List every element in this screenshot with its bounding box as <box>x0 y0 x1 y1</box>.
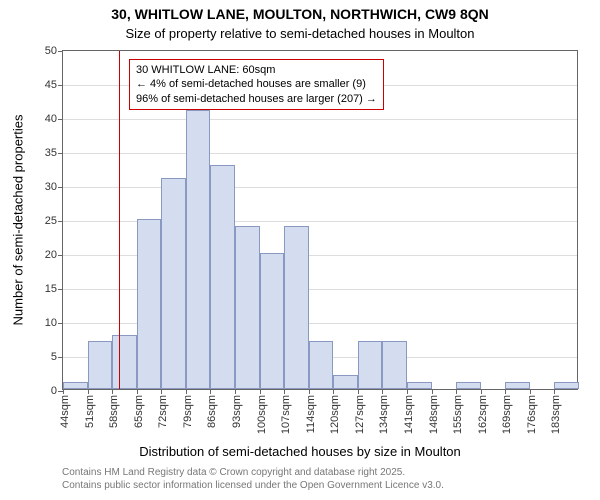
callout-line-0: 30 WHITLOW LANE: 60sqm <box>136 63 377 77</box>
x-tick-mark <box>210 389 211 394</box>
x-tick-label: 169sqm <box>501 395 513 434</box>
x-tick-mark <box>284 389 285 394</box>
histogram-bar <box>260 253 285 389</box>
histogram-bar <box>505 382 530 389</box>
histogram-bar <box>456 382 481 389</box>
histogram-bar <box>407 382 432 389</box>
x-tick-mark <box>235 389 236 394</box>
histogram-bar <box>137 219 162 389</box>
x-tick-label: 134sqm <box>378 395 390 434</box>
x-tick-label: 176sqm <box>526 395 538 434</box>
x-tick-label: 148sqm <box>428 395 440 434</box>
x-tick-label: 155sqm <box>452 395 464 434</box>
y-tick-label: 30 <box>45 181 63 193</box>
x-tick-mark <box>382 389 383 394</box>
y-tick-label: 20 <box>45 249 63 261</box>
histogram-bar <box>112 335 137 389</box>
histogram-bar <box>186 110 211 389</box>
x-tick-mark <box>407 389 408 394</box>
y-axis-label: Number of semi-detached properties <box>11 115 26 326</box>
y-tick-label: 15 <box>45 283 63 295</box>
histogram-bar <box>161 178 186 389</box>
histogram-bar <box>284 226 309 389</box>
x-tick-label: 162sqm <box>477 395 489 434</box>
x-tick-label: 127sqm <box>354 395 366 434</box>
x-tick-label: 44sqm <box>59 395 71 428</box>
x-tick-mark <box>505 389 506 394</box>
plot-area: 0510152025303540455044sqm51sqm58sqm65sqm… <box>62 50 578 390</box>
histogram-bar <box>88 341 113 389</box>
x-tick-label: 100sqm <box>256 395 268 434</box>
histogram-bar <box>554 382 579 389</box>
x-tick-mark <box>554 389 555 394</box>
x-tick-label: 51sqm <box>84 395 96 428</box>
y-tick-label: 25 <box>45 215 63 227</box>
x-tick-label: 107sqm <box>280 395 292 434</box>
x-tick-mark <box>186 389 187 394</box>
callout-line-1: ← 4% of semi-detached houses are smaller… <box>136 77 377 91</box>
x-tick-mark <box>530 389 531 394</box>
histogram-bar <box>358 341 383 389</box>
y-tick-label: 5 <box>51 351 63 363</box>
attribution-text: Contains HM Land Registry data © Crown c… <box>62 466 444 492</box>
x-tick-label: 141sqm <box>403 395 415 434</box>
x-tick-label: 86sqm <box>206 395 218 428</box>
x-tick-label: 114sqm <box>305 395 317 433</box>
x-tick-mark <box>309 389 310 394</box>
histogram-bar <box>210 165 235 389</box>
x-tick-mark <box>137 389 138 394</box>
x-tick-mark <box>260 389 261 394</box>
callout-line-2: 96% of semi-detached houses are larger (… <box>136 92 377 106</box>
y-tick-label: 45 <box>45 79 63 91</box>
x-tick-label: 72sqm <box>157 395 169 428</box>
chart-subtitle: Size of property relative to semi-detach… <box>0 26 600 41</box>
histogram-bar <box>63 382 88 389</box>
x-tick-mark <box>456 389 457 394</box>
y-gridline <box>63 119 577 120</box>
x-tick-label: 58sqm <box>108 395 120 428</box>
x-axis-label: Distribution of semi-detached houses by … <box>0 444 600 459</box>
y-tick-label: 50 <box>45 45 63 57</box>
x-tick-mark <box>481 389 482 394</box>
y-gridline <box>63 187 577 188</box>
histogram-bar <box>309 341 334 389</box>
attribution-line2: Contains public sector information licen… <box>62 479 444 492</box>
reference-callout: 30 WHITLOW LANE: 60sqm← 4% of semi-detac… <box>129 59 384 110</box>
x-tick-mark <box>112 389 113 394</box>
x-tick-mark <box>432 389 433 394</box>
x-tick-mark <box>63 389 64 394</box>
y-tick-label: 40 <box>45 113 63 125</box>
y-tick-label: 10 <box>45 317 63 329</box>
histogram-bar <box>382 341 407 389</box>
x-tick-label: 183sqm <box>550 395 562 434</box>
x-tick-label: 120sqm <box>329 395 341 434</box>
histogram-chart: 30, WHITLOW LANE, MOULTON, NORTHWICH, CW… <box>0 0 600 500</box>
x-tick-label: 65sqm <box>133 395 145 428</box>
x-tick-mark <box>88 389 89 394</box>
x-tick-mark <box>333 389 334 394</box>
reference-line <box>119 51 120 389</box>
y-gridline <box>63 153 577 154</box>
x-tick-mark <box>161 389 162 394</box>
x-tick-label: 79sqm <box>182 395 194 428</box>
chart-title: 30, WHITLOW LANE, MOULTON, NORTHWICH, CW… <box>0 6 600 22</box>
x-tick-label: 93sqm <box>231 395 243 428</box>
y-tick-label: 35 <box>45 147 63 159</box>
histogram-bar <box>235 226 260 389</box>
x-tick-mark <box>358 389 359 394</box>
attribution-line1: Contains HM Land Registry data © Crown c… <box>62 466 444 479</box>
histogram-bar <box>333 375 358 389</box>
